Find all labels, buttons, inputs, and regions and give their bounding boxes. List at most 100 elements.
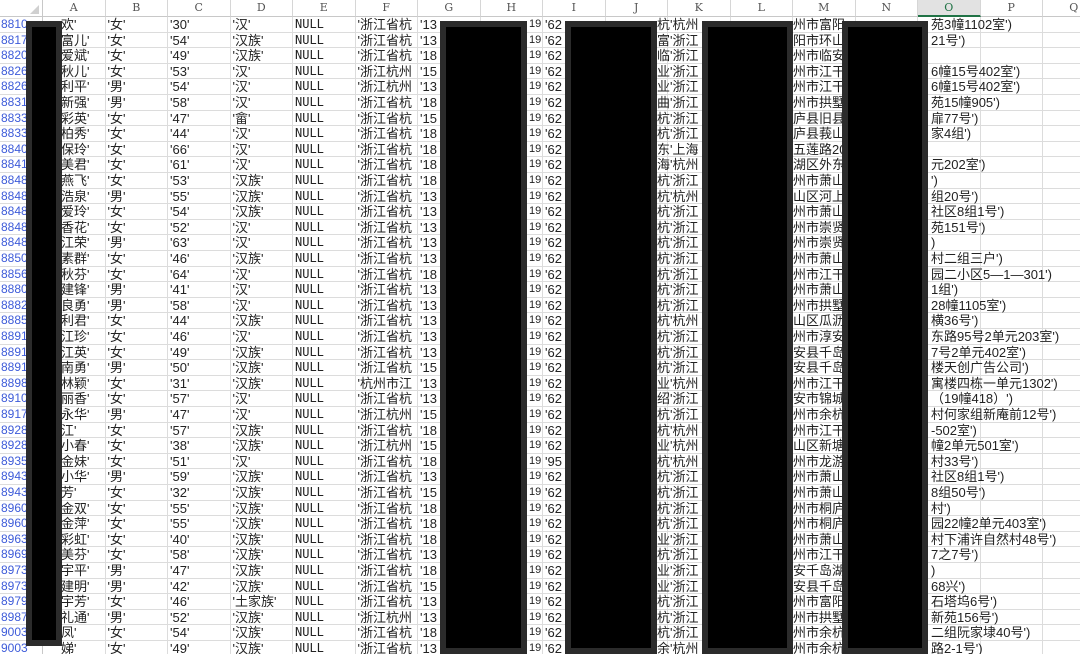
row-number[interactable]: 8841 bbox=[1, 157, 28, 172]
cell-h[interactable]: 19 bbox=[529, 548, 542, 561]
cell-k[interactable]: 杭'杭州 bbox=[657, 188, 699, 204]
cell-g[interactable]: '18 bbox=[420, 48, 437, 64]
cell-o[interactable]: 家4组') bbox=[931, 126, 972, 142]
column-header-h[interactable]: H bbox=[480, 0, 543, 17]
row-number[interactable]: 8820 bbox=[1, 48, 28, 63]
cell-c[interactable]: '47' bbox=[170, 563, 190, 578]
row-number[interactable]: 8885 bbox=[1, 313, 28, 328]
cell-m[interactable]: 湖区外东 bbox=[793, 157, 846, 173]
row-number[interactable]: 8891 bbox=[1, 344, 28, 359]
cell-c[interactable]: '54' bbox=[170, 32, 190, 48]
cell-c[interactable]: '47' bbox=[170, 407, 190, 422]
cell-b[interactable]: '女' bbox=[107, 126, 126, 142]
cell-e[interactable]: NULL bbox=[295, 219, 324, 234]
cell-m[interactable]: 庐县旧县 bbox=[793, 110, 846, 126]
cell-o[interactable]: 社区8组1号') bbox=[931, 469, 1005, 485]
cell-o[interactable]: 东路95号2单元203室') bbox=[931, 329, 1060, 344]
row-number[interactable]: 8973 bbox=[1, 563, 28, 577]
column-header-d[interactable]: D bbox=[230, 0, 293, 17]
cell-f[interactable]: '浙江省杭 bbox=[357, 485, 412, 500]
cell-m[interactable]: 安县千岛 bbox=[793, 360, 846, 376]
cell-h[interactable]: 19 bbox=[529, 486, 542, 498]
cell-c[interactable]: '49' bbox=[170, 48, 190, 64]
cell-h[interactable]: 19 bbox=[529, 642, 542, 654]
cell-o[interactable]: （19幢418）') bbox=[931, 391, 1013, 407]
cell-g[interactable]: '15 bbox=[420, 110, 437, 126]
cell-m[interactable]: 五莲路20 bbox=[793, 141, 847, 157]
cell-a[interactable]: 彩英' bbox=[61, 110, 90, 126]
cell-i[interactable]: '62 bbox=[545, 407, 562, 422]
cell-g[interactable]: '13 bbox=[420, 32, 437, 48]
cell-o[interactable]: 园二小区5—1—301') bbox=[931, 266, 1052, 282]
cell-i[interactable]: '95 bbox=[545, 453, 562, 469]
cell-m[interactable]: 州市江干 bbox=[793, 547, 846, 563]
row-number[interactable]: 8935 bbox=[1, 453, 28, 468]
cell-e[interactable]: NULL bbox=[295, 313, 324, 328]
cell-a[interactable]: 娣' bbox=[61, 641, 77, 654]
cell-e[interactable]: NULL bbox=[295, 531, 324, 546]
cell-g[interactable]: '18 bbox=[420, 625, 437, 641]
cell-k[interactable]: 杭'浙江 bbox=[657, 625, 699, 641]
cell-f[interactable]: '浙江省杭 bbox=[357, 563, 412, 578]
cell-c[interactable]: '61' bbox=[170, 157, 190, 173]
cell-k[interactable]: 杭'浙江 bbox=[657, 407, 699, 422]
cell-b[interactable]: '女' bbox=[107, 48, 126, 64]
cell-c[interactable]: '46' bbox=[170, 251, 190, 266]
cell-o[interactable]: 苑3幢1102室') bbox=[931, 17, 1012, 32]
cell-d[interactable]: '汉族' bbox=[232, 609, 264, 625]
cell-g[interactable]: '15 bbox=[420, 360, 437, 376]
cell-h[interactable]: 19 bbox=[529, 236, 542, 249]
cell-k[interactable]: 业'浙江 bbox=[657, 79, 699, 95]
cell-g[interactable]: '13 bbox=[420, 297, 437, 313]
cell-m[interactable]: 安县千岛 bbox=[793, 578, 846, 594]
cell-f[interactable]: '浙江省杭 bbox=[357, 516, 412, 532]
cell-i[interactable]: '62 bbox=[545, 48, 562, 64]
cell-i[interactable]: '62 bbox=[545, 32, 562, 48]
cell-h[interactable]: 19 bbox=[529, 49, 542, 62]
cell-d[interactable]: '汉族' bbox=[232, 204, 264, 220]
cell-a[interactable]: 爱斌' bbox=[61, 48, 90, 64]
cell-o[interactable]: 村二组三户') bbox=[931, 251, 1003, 266]
column-header-b[interactable]: B bbox=[105, 0, 168, 17]
select-all-corner[interactable] bbox=[0, 0, 43, 17]
column-header-k[interactable]: K bbox=[668, 0, 731, 17]
column-header-e[interactable]: E bbox=[293, 0, 356, 17]
cell-m[interactable]: 州市临安 bbox=[793, 48, 846, 64]
cell-i[interactable]: '62 bbox=[545, 173, 562, 188]
cell-f[interactable]: '浙江省杭 bbox=[357, 641, 412, 654]
cell-a[interactable]: 丽香' bbox=[61, 391, 90, 407]
cell-i[interactable]: '62 bbox=[545, 126, 562, 142]
cell-f[interactable]: '浙江省杭 bbox=[357, 219, 412, 235]
cell-g[interactable]: '18 bbox=[420, 126, 437, 142]
cell-m[interactable]: 州市龙游 bbox=[793, 453, 846, 469]
cell-c[interactable]: '59' bbox=[170, 469, 190, 485]
cell-c[interactable]: '46' bbox=[170, 329, 190, 344]
cell-g[interactable]: '18 bbox=[420, 95, 437, 110]
cell-e[interactable]: NULL bbox=[295, 157, 324, 172]
cell-m[interactable]: 州市拱墅 bbox=[793, 609, 846, 625]
cell-e[interactable]: NULL bbox=[295, 48, 324, 63]
row-number[interactable]: 8960 bbox=[1, 500, 28, 515]
cell-a[interactable]: 建明' bbox=[61, 578, 90, 594]
cell-c[interactable]: '58' bbox=[170, 95, 190, 110]
cell-o[interactable]: 二组阮家埭40号') bbox=[931, 625, 1031, 641]
cell-g[interactable]: '15 bbox=[420, 63, 437, 79]
cell-b[interactable]: '女' bbox=[107, 17, 126, 32]
cell-d[interactable]: '汉族' bbox=[232, 547, 264, 563]
cell-b[interactable]: '女' bbox=[107, 438, 126, 454]
cell-k[interactable]: 杭'浙江 bbox=[657, 469, 699, 485]
cell-a[interactable]: 欢' bbox=[61, 17, 77, 32]
cell-k[interactable]: 杭'浙江 bbox=[657, 360, 699, 376]
cell-h[interactable]: 19 bbox=[529, 80, 542, 93]
column-header-i[interactable]: I bbox=[543, 0, 606, 17]
cell-d[interactable]: '汉族' bbox=[232, 485, 264, 500]
cell-b[interactable]: '女' bbox=[107, 157, 126, 173]
cell-e[interactable]: NULL bbox=[295, 173, 324, 187]
cell-o[interactable]: 7之7号') bbox=[931, 547, 979, 563]
cell-a[interactable]: 良勇' bbox=[61, 297, 90, 313]
cell-m[interactable]: 安市锦城 bbox=[793, 391, 846, 407]
cell-m[interactable]: 州市萧山 bbox=[793, 485, 846, 500]
cell-c[interactable]: '44' bbox=[170, 313, 190, 329]
cell-d[interactable]: '汉族' bbox=[232, 32, 264, 48]
cell-b[interactable]: '女' bbox=[107, 219, 126, 235]
